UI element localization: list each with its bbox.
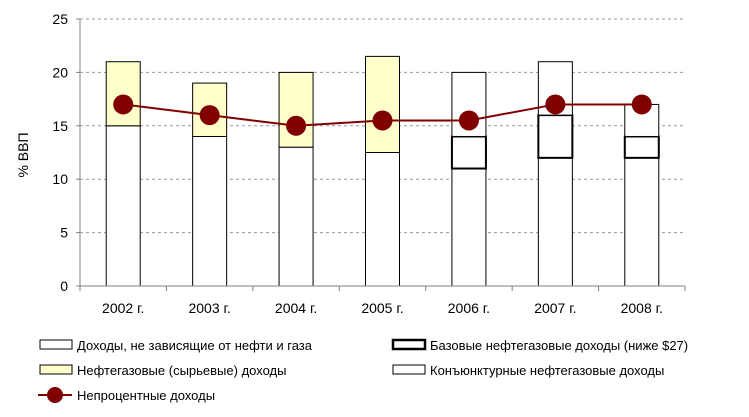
- ticks: 0 5 10 15 20 25 2002 г. 2003 г. 2004 г. 2005 г. 20…: [52, 11, 663, 316]
- bar-segment: [451, 168, 487, 287]
- line-point: [199, 105, 220, 126]
- y-axis-label: % ВВП: [15, 132, 31, 177]
- x-tick-label: 2003 г.: [188, 300, 230, 316]
- x-tick-label: 2006 г.: [448, 300, 490, 316]
- legend-label: Нефтегазовые (сырьевые) доходы: [77, 363, 286, 378]
- x-tick-label: 2004 г.: [275, 300, 317, 316]
- line-point: [286, 115, 307, 136]
- x-tick-label: 2008 г.: [621, 300, 663, 316]
- bars: [105, 55, 660, 287]
- y-tick-label: 0: [60, 278, 68, 294]
- axes: [76, 18, 686, 291]
- line-point: [458, 110, 479, 131]
- legend-label: Непроцентные доходы: [77, 388, 215, 403]
- bar-segment: [624, 157, 660, 287]
- x-tick-label: 2002 г.: [102, 300, 144, 316]
- bar-segment: [537, 114, 574, 159]
- legend-swatch: [392, 364, 426, 375]
- line-point: [372, 110, 393, 131]
- legend-marker: [47, 387, 63, 403]
- y-tick-label: 25: [52, 11, 68, 27]
- legend: Доходы, не зависящие от нефти и газа Базо…: [38, 338, 688, 403]
- legend-label: Базовые нефтегазовые доходы (ниже $27): [430, 338, 688, 353]
- legend-swatch: [391, 338, 427, 351]
- bar-segment: [537, 157, 573, 287]
- line-point: [113, 94, 134, 115]
- legend-label: Конъюнктурные нефтегазовые доходы: [430, 363, 664, 378]
- bar-segment: [450, 135, 487, 170]
- legend-label: Доходы, не зависящие от нефти и газа: [77, 338, 313, 353]
- bar-segment: [365, 55, 400, 154]
- legend-swatch: [39, 364, 73, 375]
- y-tick-label: 20: [52, 64, 68, 80]
- y-tick-label: 5: [60, 225, 68, 241]
- bar-segment: [105, 61, 141, 127]
- bar-segment: [105, 125, 141, 287]
- bar-segment: [365, 152, 400, 287]
- line-point: [631, 94, 652, 115]
- x-tick-label: 2005 г.: [361, 300, 403, 316]
- y-tick-label: 15: [52, 118, 68, 134]
- bar-segment: [278, 146, 314, 287]
- y-tick-label: 10: [52, 171, 68, 187]
- line-layer: [113, 94, 652, 136]
- line-point: [545, 94, 566, 115]
- x-tick-label: 2007 г.: [534, 300, 576, 316]
- bar-segment: [192, 135, 228, 287]
- bar-segment: [278, 71, 314, 148]
- legend-swatch: [39, 339, 73, 350]
- bar-segment: [623, 135, 660, 159]
